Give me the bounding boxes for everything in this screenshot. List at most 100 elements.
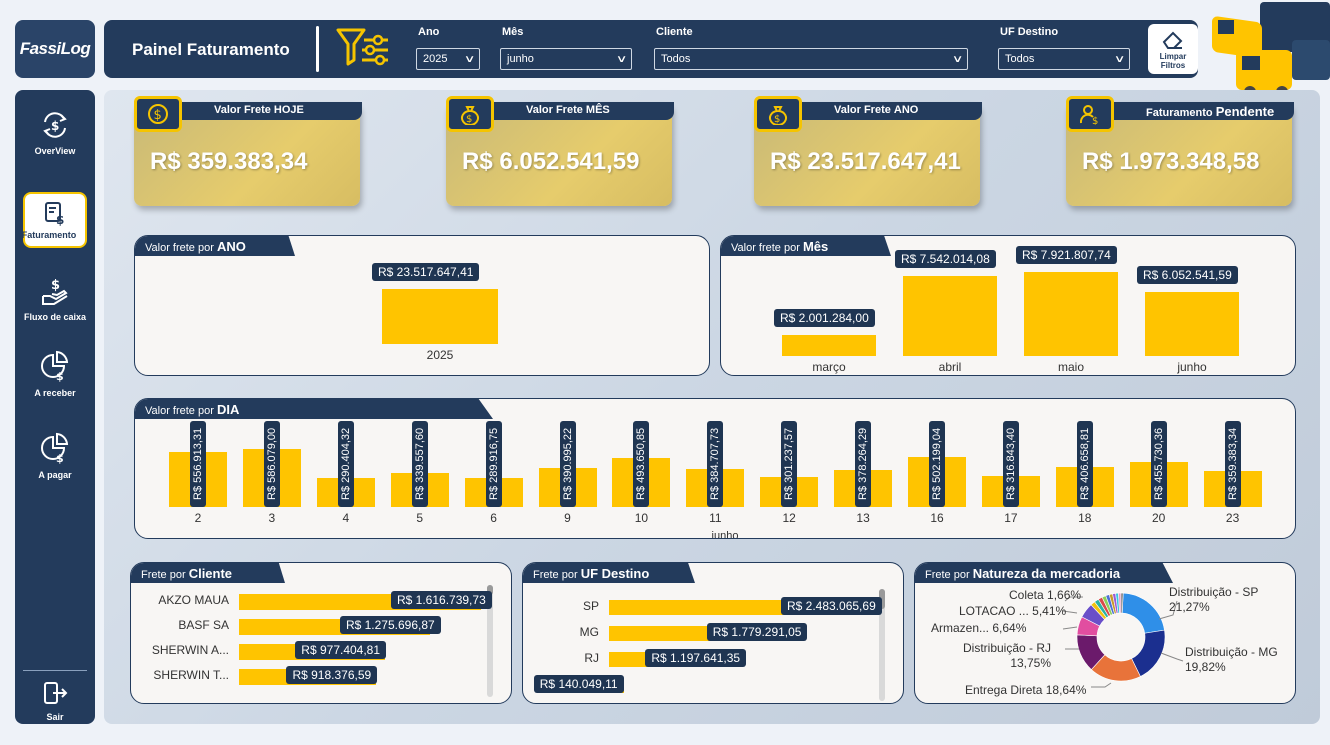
chart-header: Frete por Cliente [131, 563, 285, 583]
nav-a-pagar[interactable]: $ A pagar [15, 432, 95, 480]
filter-mes-select[interactable]: junho ∨ [500, 48, 632, 70]
slice-percent: 6,64% [992, 621, 1027, 635]
scrollbar-thumb[interactable] [879, 589, 885, 609]
data-label: R$ 977.404,81 [295, 641, 387, 659]
y-tick-label: SP [582, 599, 599, 613]
sidebar-divider [23, 670, 87, 671]
kpi-card-hoje: Valor Frete HOJE $ R$ 359.383,34 [134, 96, 362, 206]
chart-frete-por-dia: Valor frete por DIA junho R$ 556.913,31 2… [134, 398, 1296, 539]
kpi-header: Valor Frete HOJE [162, 102, 362, 120]
svg-text:$: $ [56, 213, 64, 226]
chart-frete-por-mes: Valor frete por Mês R$ 2.001.284,00 março… [720, 235, 1296, 376]
scrollbar[interactable] [487, 585, 493, 697]
nav-a-receber[interactable]: $ A receber [15, 350, 95, 398]
svg-text:$: $ [154, 108, 162, 123]
bar [382, 289, 498, 344]
data-label: R$ 289.916,75 [485, 421, 502, 507]
donut-leader-lines [1062, 596, 1184, 688]
kpi-header: Valor Frete ANO [782, 102, 982, 120]
filter-ano-select[interactable]: 2025 ∨ [416, 48, 480, 70]
x-tick-label: 20 [1152, 511, 1166, 525]
y-tick-label: MG [579, 625, 599, 639]
x-tick-label: 12 [782, 511, 796, 525]
filter-cliente-select[interactable]: Todos ∨ [654, 48, 968, 70]
user-dollar-icon: $ [1066, 96, 1114, 132]
nav-overview[interactable]: $ OverView [15, 110, 95, 156]
clear-filters-button[interactable]: Limpar Filtros [1148, 24, 1198, 74]
filter-cliente-label: Cliente [656, 26, 693, 38]
donut-slice[interactable] [1120, 592, 1124, 614]
data-label: R$ 7.921.807,74 [1016, 246, 1117, 264]
data-label: R$ 378.264,29 [855, 421, 872, 507]
chart-frete-por-uf: Frete por UF Destino SP R$ 2.483.065,69 MG… [522, 562, 904, 704]
x-tick-label: 13 [856, 511, 870, 525]
kpi-header: Valor Frete MÊS [474, 102, 674, 120]
kpi-header: Faturamento Pendente [1094, 102, 1294, 120]
data-label: R$ 502.199,04 [929, 421, 945, 507]
x-tick-label: 6 [490, 511, 497, 525]
bar [903, 276, 997, 356]
slice-name: LOTACAO ... [959, 604, 1029, 618]
x-tick-label: abril [938, 360, 962, 374]
svg-text:$: $ [51, 278, 60, 293]
trucks-illustration [1212, 2, 1330, 98]
nav-fluxo-de-caixa[interactable]: $ Fluxo de caixa [23, 278, 87, 322]
filter-uf-label: UF Destino [1000, 26, 1059, 38]
slice-name: Coleta [1009, 588, 1044, 602]
money-bag-icon: $ [446, 96, 494, 132]
slice-name: Armazen... [931, 621, 990, 635]
chart-header: Valor frete por DIA [135, 399, 493, 419]
filter-uf-select[interactable]: Todos ∨ [998, 48, 1130, 70]
kpi-card-pendente: Faturamento Pendente $ R$ 1.973.348,58 [1066, 96, 1294, 206]
chevron-down-icon: ∨ [1113, 53, 1126, 65]
main-panel: Valor Frete HOJE $ R$ 359.383,34 Valor F… [104, 90, 1320, 724]
slice-percent: 19,82% [1185, 660, 1226, 674]
chart-header: Valor frete por ANO [135, 236, 295, 256]
slice-percent: 13,75% [1010, 656, 1052, 670]
scrollbar-thumb[interactable] [487, 585, 493, 595]
data-label: R$ 1.616.739,73 [391, 591, 492, 609]
scrollbar[interactable] [879, 589, 885, 701]
chart-header: Frete por UF Destino [523, 563, 695, 583]
data-label: R$ 23.517.647,41 [372, 263, 480, 281]
y-tick-label: RJ [584, 651, 599, 665]
chart-header: Frete por Natureza da mercadoria [915, 563, 1173, 583]
kpi-card-ano: Valor Frete ANO $ R$ 23.517.647,41 [754, 96, 982, 206]
data-label: R$ 586.079,00 [263, 421, 280, 507]
x-tick-label: 11 [709, 511, 722, 525]
invoice-dollar-icon: $ [45, 202, 64, 226]
hand-dollar-icon: $ [42, 278, 68, 305]
x-tick-label: março [812, 360, 846, 374]
x-tick-label: junho [1177, 360, 1207, 374]
pie-dollar-icon: $ [41, 350, 69, 382]
data-label: R$ 290.404,32 [337, 421, 354, 507]
donut-label: Entrega Direta 18,64% [965, 683, 1086, 698]
slice-name: Distribuição - RJ [963, 641, 1052, 655]
kpi-value: R$ 1.973.348,58 [1082, 148, 1260, 175]
kpi-card-mes: Valor Frete MÊS $ R$ 6.052.541,59 [446, 96, 674, 206]
data-label: R$ 7.542.014,08 [895, 250, 996, 269]
svg-text:$: $ [466, 114, 472, 125]
y-tick-label: SHERWIN T... [153, 668, 229, 682]
data-label: R$ 140.049,11 [533, 675, 624, 693]
title-divider [316, 26, 319, 72]
page-title: Painel Faturamento [132, 40, 290, 59]
chevron-down-icon: ∨ [951, 53, 964, 65]
nav-sair[interactable]: Sair [15, 680, 95, 722]
data-label: R$ 6.052.541,59 [1137, 265, 1238, 284]
svg-text:$: $ [1092, 116, 1098, 125]
donut-label: Coleta 1,66% [1009, 588, 1081, 603]
data-label: R$ 339.557,60 [411, 421, 428, 507]
data-label: R$ 455.730,36 [1150, 421, 1167, 507]
data-label: R$ 384.707,73 [707, 421, 724, 507]
x-tick-label: maio [1057, 360, 1084, 374]
exchange-dollar-icon: $ [43, 112, 67, 138]
nav-faturamento[interactable]: $ Faturamento [22, 192, 87, 248]
x-tick-label: 3 [268, 511, 276, 525]
data-label: R$ 406.658,81 [1076, 421, 1093, 507]
chevron-down-icon: ∨ [615, 53, 628, 65]
money-icon: $ [134, 96, 182, 132]
fassilog-logo: FassiLog [15, 20, 95, 78]
logout-icon [44, 682, 68, 704]
data-label: R$ 918.376,59 [286, 666, 378, 684]
